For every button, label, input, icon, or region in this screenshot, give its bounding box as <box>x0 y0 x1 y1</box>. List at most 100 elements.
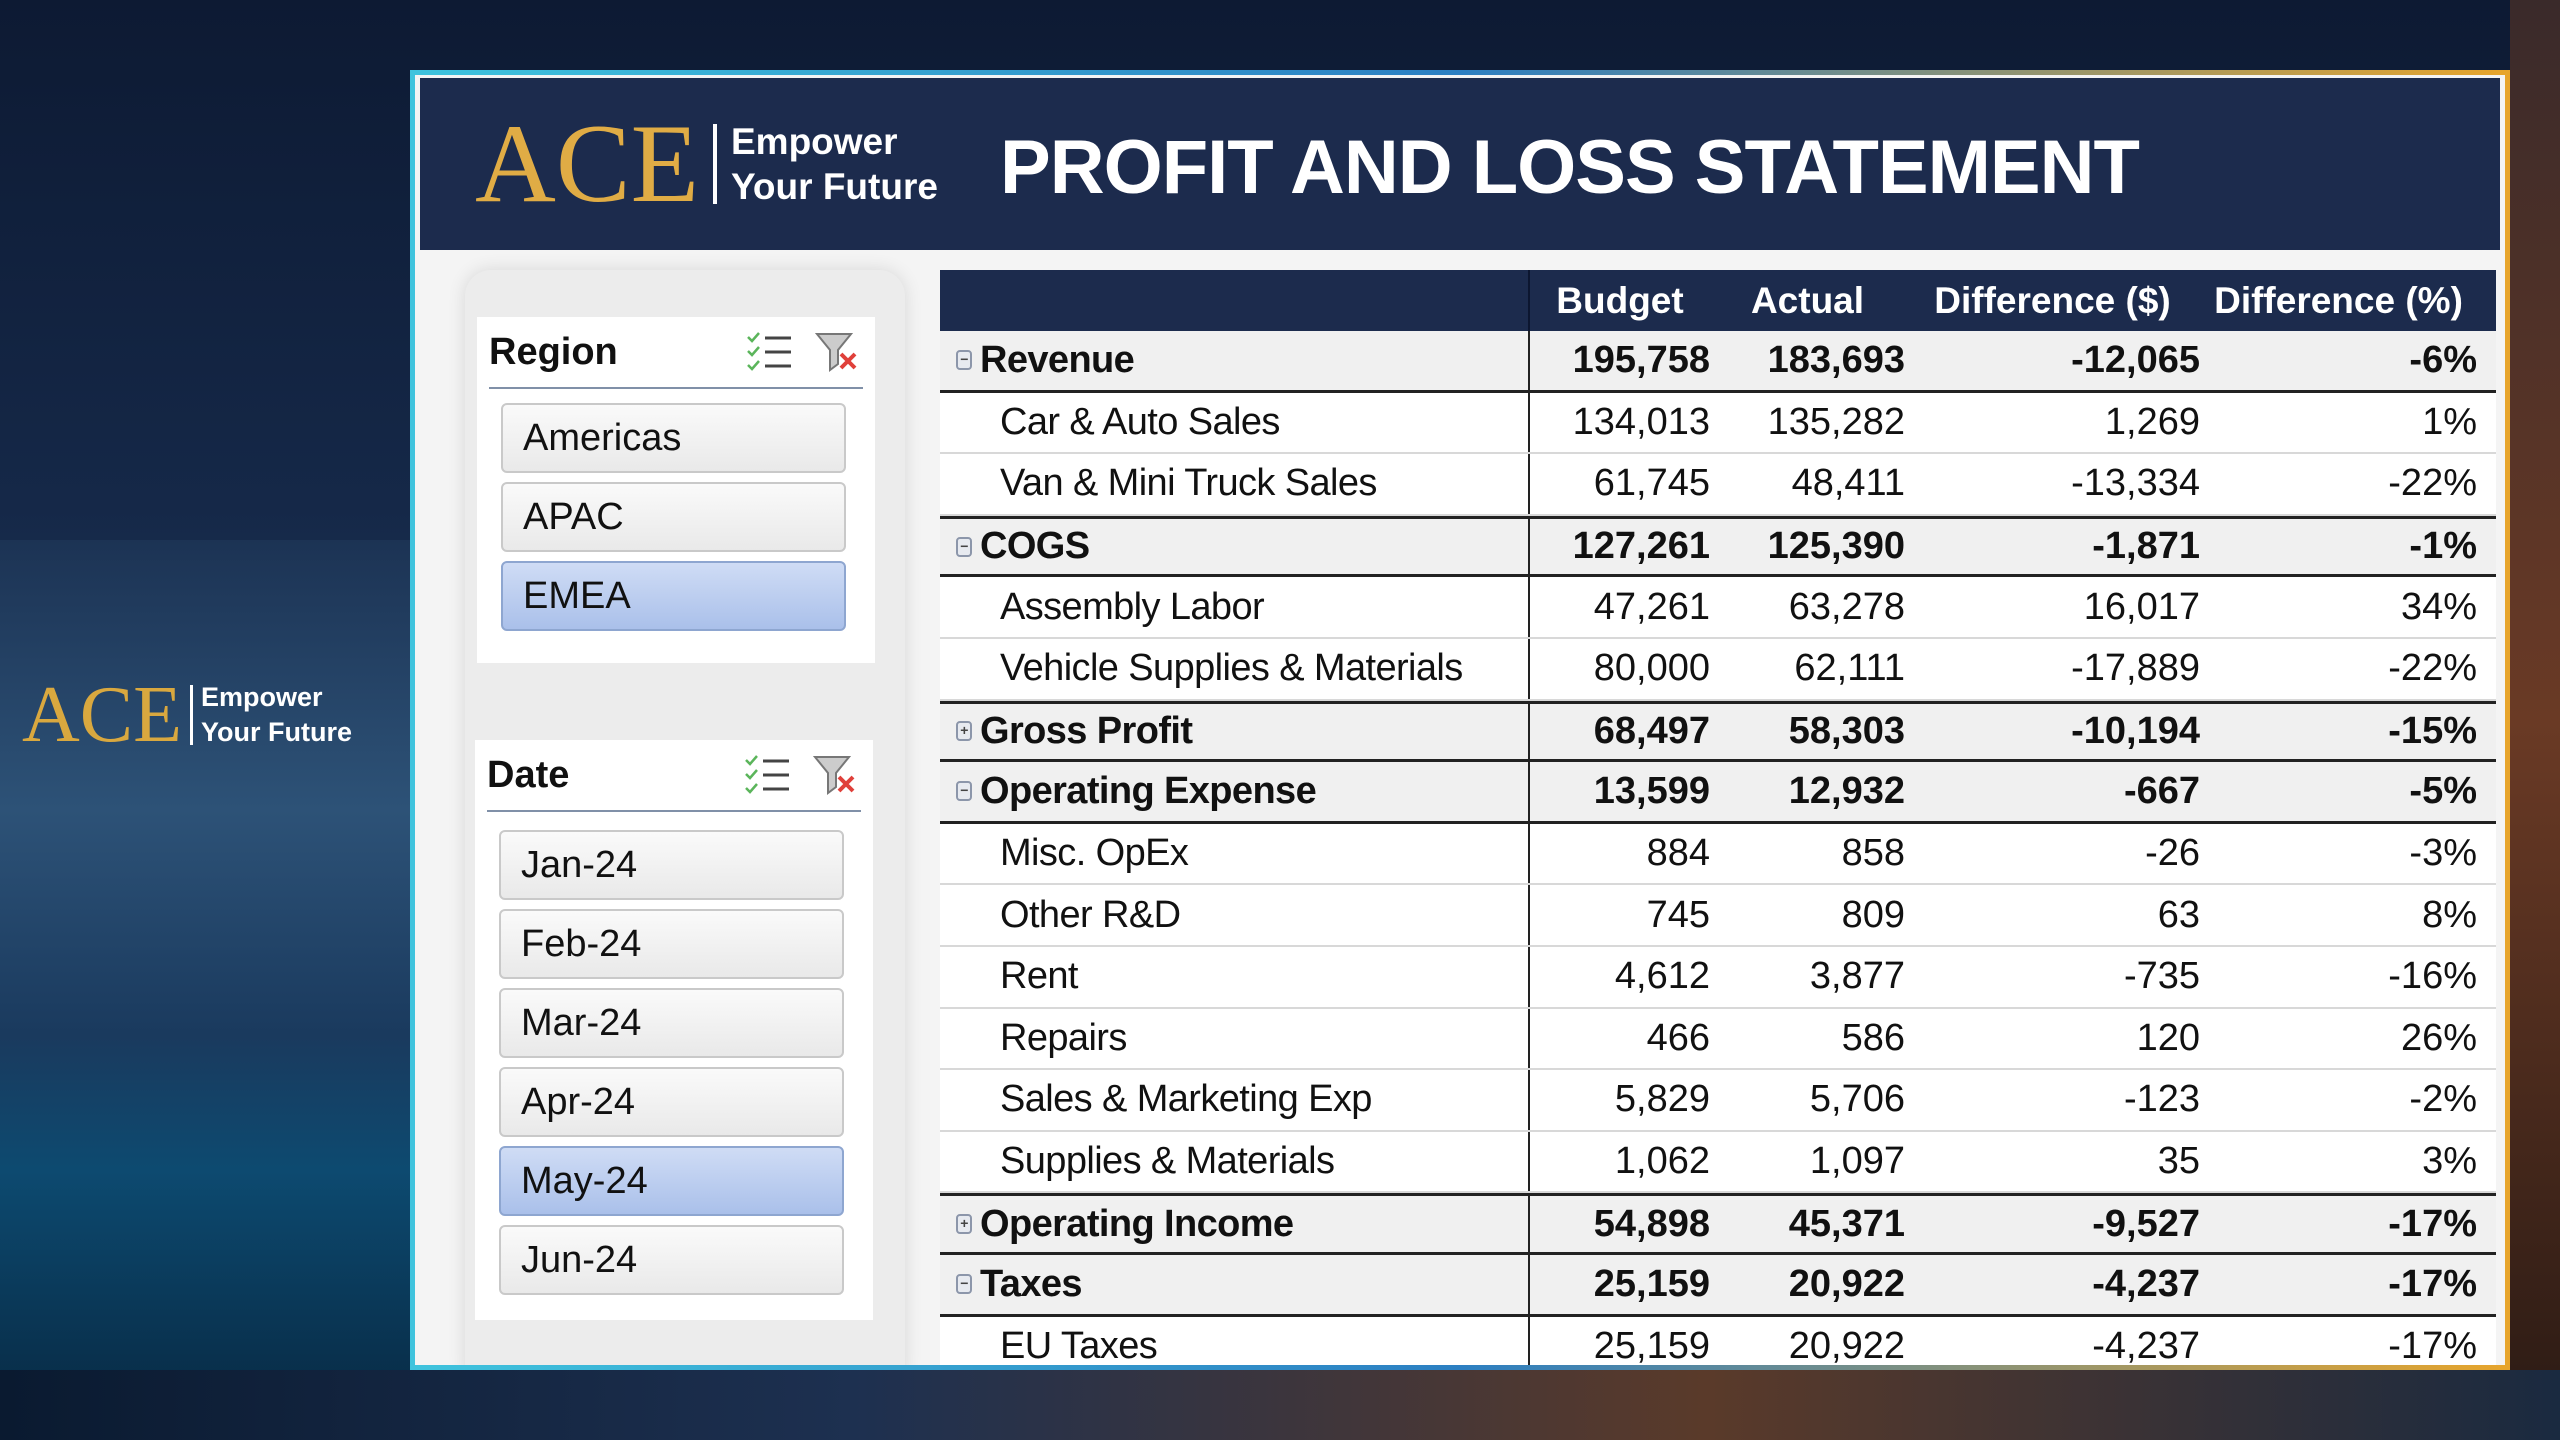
value-cell: -3% <box>2409 832 2477 875</box>
value-cell: 745 <box>1646 893 1710 936</box>
value-cell: 20,922 <box>1788 1324 1905 1367</box>
value-cell: -9,527 <box>2092 1202 2200 1245</box>
tagline-line1: Empower <box>201 682 323 712</box>
row-label-cell: Car & Auto Sales <box>940 392 1530 453</box>
date-slicer-item[interactable]: Mar-24 <box>499 988 844 1058</box>
value-cell: 80,000 <box>1593 647 1710 690</box>
row-label-cell: − COGS <box>940 518 1530 575</box>
region-slicer-title: Region <box>489 330 618 373</box>
table-header-row: Budget Actual Difference ($) Difference (%) <box>940 270 2496 331</box>
collapse-icon[interactable]: − <box>956 536 972 557</box>
value-cell: -735 <box>2123 955 2200 998</box>
value-cell: 48,411 <box>1791 462 1905 505</box>
date-slicer-item[interactable]: Feb-24 <box>499 909 844 979</box>
value-cell: -4,237 <box>2092 1262 2200 1305</box>
row-label-cell: Vehicle Supplies & Materials <box>940 638 1530 699</box>
value-cell: -2% <box>2409 1078 2477 1121</box>
slicer-panel: Region Americas APAC EMEA Date Jan-24 Feb-24 M… <box>465 270 905 1365</box>
table-row: − COGS 127,261 125,390 -1,871 -1% <box>940 515 2496 578</box>
value-cell: -4,237 <box>2092 1324 2200 1367</box>
multi-select-icon[interactable] <box>745 330 795 374</box>
row-label: EU Taxes <box>1000 1324 1158 1367</box>
logo-divider <box>190 685 193 745</box>
value-cell: 54,898 <box>1593 1202 1710 1245</box>
background-building <box>2510 0 2560 1440</box>
column-header[interactable]: Difference ($) <box>1934 279 2171 321</box>
value-cell: 127,261 <box>1572 525 1710 568</box>
row-label: Assembly Labor <box>1000 585 1265 628</box>
value-cell: 120 <box>2136 1016 2200 1059</box>
table-row: Rent 4,612 3,877 -735 -16% <box>940 946 2496 1009</box>
row-label: Taxes <box>980 1262 1083 1305</box>
date-slicer-item[interactable]: Jan-24 <box>499 830 844 900</box>
column-header[interactable]: Budget <box>1556 279 1684 321</box>
row-label-cell: − Taxes <box>940 1254 1530 1314</box>
value-cell: -22% <box>2388 462 2477 505</box>
value-cell: 62,111 <box>1794 647 1905 690</box>
value-cell: 68,497 <box>1593 709 1710 752</box>
table-row: Supplies & Materials 1,062 1,097 35 3% <box>940 1131 2496 1194</box>
collapse-icon[interactable]: − <box>956 350 972 371</box>
date-slicer-item[interactable]: Jun-24 <box>499 1225 844 1295</box>
logo-tagline: Empower Your Future <box>731 119 938 209</box>
row-label: Operating Income <box>980 1202 1294 1245</box>
value-cell: -1% <box>2409 525 2477 568</box>
value-cell: 1,269 <box>2104 400 2200 443</box>
row-label: Van & Mini Truck Sales <box>1000 462 1377 505</box>
value-cell: 5,829 <box>1614 1078 1710 1121</box>
value-cell: -16% <box>2388 955 2477 998</box>
column-header[interactable]: Difference (%) <box>2214 279 2463 321</box>
value-cell: -26 <box>2145 832 2200 875</box>
collapse-icon[interactable]: − <box>956 1274 972 1295</box>
row-label: Revenue <box>980 338 1135 381</box>
value-cell: -667 <box>2123 769 2200 812</box>
clear-filter-icon[interactable] <box>813 330 863 374</box>
expand-icon[interactable]: + <box>956 1214 972 1235</box>
region-slicer-item[interactable]: EMEA <box>501 561 846 631</box>
value-cell: -13,334 <box>2071 462 2200 505</box>
row-label: Supplies & Materials <box>1000 1140 1335 1183</box>
date-slicer-item[interactable]: May-24 <box>499 1146 844 1216</box>
value-cell: 884 <box>1646 832 1710 875</box>
table-row: + Gross Profit 68,497 58,303 -10,194 -15% <box>940 700 2496 763</box>
column-header[interactable]: Actual <box>1750 279 1865 321</box>
table-row: Other R&D 745 809 63 8% <box>940 885 2496 947</box>
date-slicer-item[interactable]: Apr-24 <box>499 1067 844 1137</box>
value-cell: 125,390 <box>1767 525 1905 568</box>
logo-divider <box>713 124 717 204</box>
value-cell: 58,303 <box>1788 709 1905 752</box>
collapse-icon[interactable]: − <box>956 781 972 802</box>
header-bar: ACE Empower Your Future PROFIT AND LOSS S… <box>420 78 2500 250</box>
value-cell: -17% <box>2388 1262 2477 1305</box>
table-row: − Taxes 25,159 20,922 -4,237 -17% <box>940 1254 2496 1317</box>
value-cell: -22% <box>2388 647 2477 690</box>
value-cell: -10,194 <box>2071 709 2200 752</box>
region-slicer-item[interactable]: APAC <box>501 482 846 552</box>
value-cell: 25,159 <box>1593 1324 1710 1367</box>
table-row: Assembly Labor 47,261 63,278 16,017 34% <box>940 577 2496 639</box>
row-label: Operating Expense <box>980 769 1317 812</box>
value-cell: 61,745 <box>1593 462 1710 505</box>
tagline-line2: Your Future <box>731 166 938 207</box>
region-slicer-item[interactable]: Americas <box>501 403 846 473</box>
table-row: EU Taxes 25,159 20,922 -4,237 -17% <box>940 1316 2496 1367</box>
value-cell: 34% <box>2400 585 2477 628</box>
row-label-cell: Assembly Labor <box>940 577 1530 637</box>
tagline-line2: Your Future <box>201 717 352 747</box>
expand-icon[interactable]: + <box>956 721 972 742</box>
clear-filter-icon[interactable] <box>811 753 861 797</box>
row-label: Rent <box>1000 955 1078 998</box>
page-title: PROFIT AND LOSS STATEMENT <box>1000 125 2140 210</box>
row-label-cell: Rent <box>940 946 1530 1007</box>
table-row: Van & Mini Truck Sales 61,745 48,411 -13,33… <box>940 454 2496 516</box>
logo-brand: ACE <box>475 102 699 226</box>
value-cell: 16,017 <box>2083 585 2200 628</box>
row-label-cell: + Operating Income <box>940 1196 1530 1252</box>
table-row: Vehicle Supplies & Materials 80,000 62,111… <box>940 638 2496 701</box>
multi-select-icon[interactable] <box>743 753 793 797</box>
date-slicer: Date Jan-24 Feb-24 Mar-24 Apr-24 May-24 Jun-24 <box>475 740 873 1320</box>
value-cell: 13,599 <box>1593 769 1710 812</box>
background-waterfront <box>0 1370 2560 1440</box>
table-row: Car & Auto Sales 134,013 135,282 1,269 1% <box>940 392 2496 455</box>
table-row: + Operating Income 54,898 45,371 -9,527 -17% <box>940 1193 2496 1255</box>
